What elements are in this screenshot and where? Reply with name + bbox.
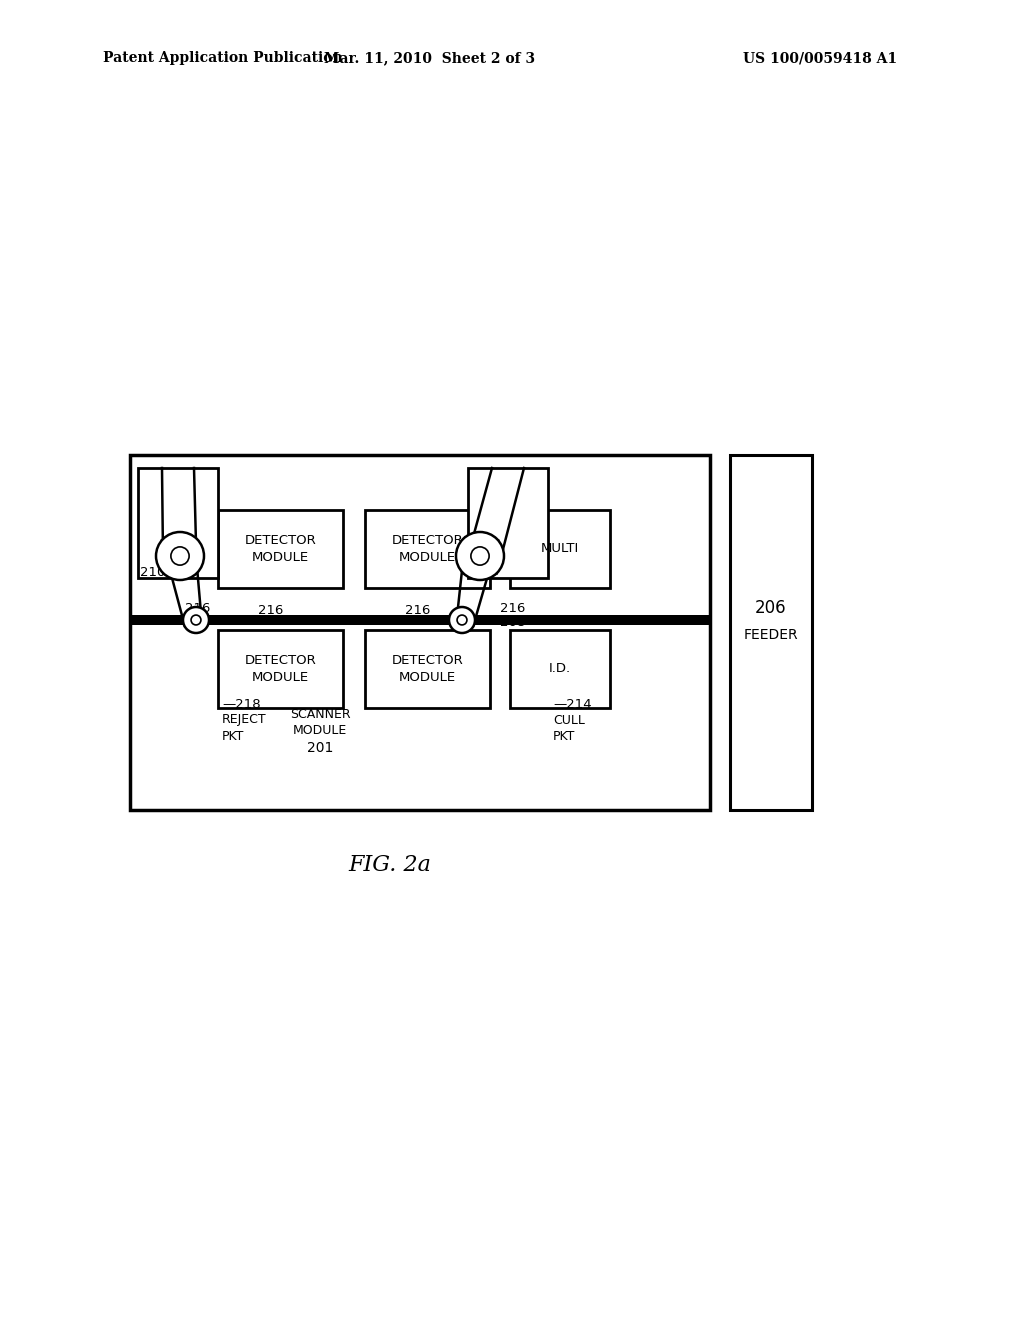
Bar xyxy=(130,455,710,810)
Circle shape xyxy=(471,546,489,565)
Text: FEEDER: FEEDER xyxy=(743,628,799,642)
Text: —218: —218 xyxy=(222,697,261,710)
Bar xyxy=(730,455,812,810)
Text: 206: 206 xyxy=(755,599,786,616)
Text: Patent Application Publication: Patent Application Publication xyxy=(103,51,343,65)
Text: PKT: PKT xyxy=(553,730,575,742)
Text: MULTI: MULTI xyxy=(541,543,580,556)
Text: Mar. 11, 2010  Sheet 2 of 3: Mar. 11, 2010 Sheet 2 of 3 xyxy=(325,51,536,65)
Bar xyxy=(218,510,343,587)
Text: 208: 208 xyxy=(500,616,525,630)
Text: FIG. 2a: FIG. 2a xyxy=(348,854,431,876)
Text: MODULE: MODULE xyxy=(293,723,347,737)
Bar xyxy=(468,469,548,578)
Text: DETECTOR
MODULE: DETECTOR MODULE xyxy=(245,535,316,564)
Text: REJECT: REJECT xyxy=(222,714,266,726)
Circle shape xyxy=(449,607,475,634)
Text: 216: 216 xyxy=(500,602,525,615)
Bar xyxy=(510,510,610,587)
Text: DETECTOR
MODULE: DETECTOR MODULE xyxy=(391,653,464,684)
Text: 216: 216 xyxy=(258,603,284,616)
Circle shape xyxy=(171,546,189,565)
Bar xyxy=(138,469,218,578)
Bar xyxy=(510,630,610,708)
Text: I.D.: I.D. xyxy=(549,663,571,676)
Text: —214: —214 xyxy=(553,697,592,710)
Text: 210: 210 xyxy=(140,565,165,578)
Bar xyxy=(218,630,343,708)
Text: 201: 201 xyxy=(307,741,333,755)
Circle shape xyxy=(456,532,504,579)
Text: 216: 216 xyxy=(404,603,430,616)
Text: US 100/0059418 A1: US 100/0059418 A1 xyxy=(743,51,897,65)
Bar xyxy=(130,615,710,624)
Text: DETECTOR
MODULE: DETECTOR MODULE xyxy=(391,535,464,564)
Text: 216: 216 xyxy=(185,602,210,615)
Text: CULL: CULL xyxy=(553,714,585,726)
Bar xyxy=(365,510,490,587)
Circle shape xyxy=(191,615,201,624)
Circle shape xyxy=(183,607,209,634)
Text: SCANNER: SCANNER xyxy=(290,709,350,722)
Circle shape xyxy=(156,532,204,579)
Bar xyxy=(365,630,490,708)
Text: PKT: PKT xyxy=(222,730,245,742)
Text: DETECTOR
MODULE: DETECTOR MODULE xyxy=(245,653,316,684)
Circle shape xyxy=(457,615,467,624)
